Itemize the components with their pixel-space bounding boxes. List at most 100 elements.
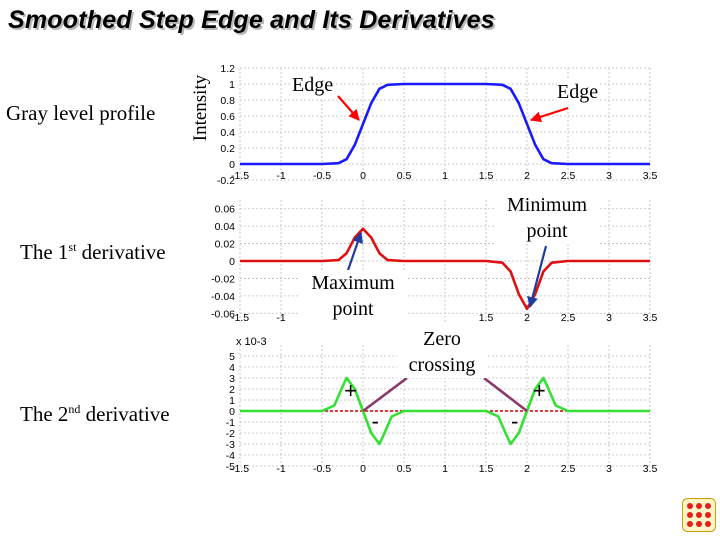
zero-crossing-connector-left <box>362 376 408 413</box>
logo-dot <box>687 521 693 527</box>
x-tick-label: 3.5 <box>643 170 658 182</box>
x-tick-label: 0 <box>360 463 366 475</box>
series-line-first_derivative <box>240 227 650 311</box>
x-tick-label: 2 <box>524 312 530 324</box>
series-line-second_derivative <box>240 376 650 446</box>
series-line-profile <box>240 82 650 166</box>
plus-sign-right: + <box>533 378 546 403</box>
y-tick-label: -0.02 <box>211 273 235 285</box>
edge-left-arrow <box>337 95 360 121</box>
maximum-line-2: point <box>332 298 374 320</box>
x-tick-label: 1 <box>442 170 448 182</box>
edge-right-label: Edge <box>557 79 599 105</box>
y-tick-label: 0.4 <box>220 127 235 139</box>
minus-sign-right: - <box>511 409 518 434</box>
row-label-profile: Gray level profile <box>6 101 156 125</box>
logo-dot <box>705 503 711 509</box>
slide-title: Smoothed Step Edge and Its Derivatives <box>8 6 495 34</box>
maximum-line-1: Maximum <box>311 272 395 294</box>
first-label-suffix: derivative <box>76 240 166 264</box>
y-tick-label: 0.04 <box>215 221 236 233</box>
x-tick-label: 2.5 <box>561 463 576 475</box>
y-tick-label: 0 <box>229 406 235 418</box>
second-label-suffix: derivative <box>80 402 170 426</box>
y-tick-label: 1.2 <box>220 63 235 75</box>
minus-sign-left: - <box>372 409 379 434</box>
y-tick-label: 2 <box>229 384 235 396</box>
first-label-prefix: The 1 <box>20 240 69 264</box>
logo-dot <box>696 512 702 518</box>
y-tick-label: 1 <box>229 79 235 91</box>
x-tick-label: 1.5 <box>479 170 494 182</box>
x-tick-label: -1 <box>276 170 285 182</box>
y-multiplier: x 10-3 <box>236 336 267 348</box>
x-tick-label: -1 <box>276 463 285 475</box>
x-tick-label: 2.5 <box>561 312 576 324</box>
y-tick-label: 0.8 <box>220 95 235 107</box>
logo-dot <box>705 512 711 518</box>
x-tick-label: 3 <box>606 170 612 182</box>
dice-logo-icon <box>682 498 716 532</box>
x-tick-label: 3.5 <box>643 312 658 324</box>
second-label-prefix: The 2 <box>20 402 69 426</box>
x-tick-label: 3 <box>606 312 612 324</box>
y-tick-label: 3 <box>229 373 235 385</box>
row-label-first-derivative: The 1st derivative <box>20 240 166 265</box>
x-tick-label: -1.5 <box>231 170 249 182</box>
y-tick-label: -5 <box>226 461 235 473</box>
logo-dot <box>696 503 702 509</box>
y-tick-label: 4 <box>229 362 235 374</box>
zero-crossing-connector-right <box>483 376 528 413</box>
chart-profile: -0.2 0 0.2 0.4 0.6 0.8 1 1.2 -1.5 -1 -0.5 0 0.5 1 1.5 2… <box>217 63 658 187</box>
y-tick-label: -1 <box>226 417 235 429</box>
x-tick-label: -1.5 <box>231 312 249 324</box>
x-tick-label: 3 <box>606 463 612 475</box>
logo-dot <box>687 503 693 509</box>
first-label-sup: st <box>68 240 77 254</box>
y-tick-label: -0.2 <box>217 175 235 187</box>
x-tick-label: 1 <box>442 463 448 475</box>
y-tick-label: -0.04 <box>211 291 235 303</box>
x-tick-label: 1.5 <box>479 312 494 324</box>
second-label-sup: nd <box>68 402 81 416</box>
row-label-second-derivative: The 2nd derivative <box>20 402 170 427</box>
x-tick-label: 2 <box>524 463 530 475</box>
y-tick-label: 0 <box>229 256 235 268</box>
logo-dot <box>696 521 702 527</box>
minimum-line-2: point <box>526 220 568 242</box>
maximum-point-label: Maximum point <box>298 270 408 322</box>
y-tick-label: 0.06 <box>215 204 236 216</box>
x-tick-label: -0.5 <box>313 463 331 475</box>
zero-line-1: Zero <box>423 328 461 350</box>
logo-dot <box>687 512 693 518</box>
x-tick-label: 1.5 <box>479 463 494 475</box>
minimum-arrow <box>527 245 548 308</box>
x-tick-label: 2.5 <box>561 170 576 182</box>
y-tick-label: 0 <box>229 159 235 171</box>
y-tick-label: 0.6 <box>220 111 235 123</box>
y-tick-label: -0.06 <box>211 308 235 320</box>
y-tick-label: -4 <box>226 450 235 462</box>
x-tick-label: 0.5 <box>397 463 412 475</box>
y-tick-label: 1 <box>229 395 235 407</box>
y-tick-label: 0.2 <box>220 143 235 155</box>
x-tick-label: 0 <box>360 170 366 182</box>
x-tick-label: 0.5 <box>397 170 412 182</box>
edge-right-arrow <box>529 106 569 123</box>
x-tick-label: 2 <box>524 170 530 182</box>
y-tick-label: -2 <box>226 428 235 440</box>
minimum-line-1: Minimum <box>506 194 587 216</box>
edge-left-label: Edge <box>292 72 334 98</box>
plus-sign-left: + <box>344 378 357 403</box>
x-tick-label: 3.5 <box>643 463 658 475</box>
x-tick-label: -1 <box>276 312 285 324</box>
annotation-layer: +-+- <box>337 95 569 434</box>
x-tick-label: -0.5 <box>313 170 331 182</box>
zero-line-2: crossing <box>408 354 476 376</box>
y-tick-label: 0.02 <box>215 239 236 251</box>
zero-crossing-label: Zero crossing <box>397 326 487 378</box>
maximum-arrow <box>344 231 363 277</box>
logo-dot <box>705 521 711 527</box>
y-tick-label: 5 <box>229 351 235 363</box>
